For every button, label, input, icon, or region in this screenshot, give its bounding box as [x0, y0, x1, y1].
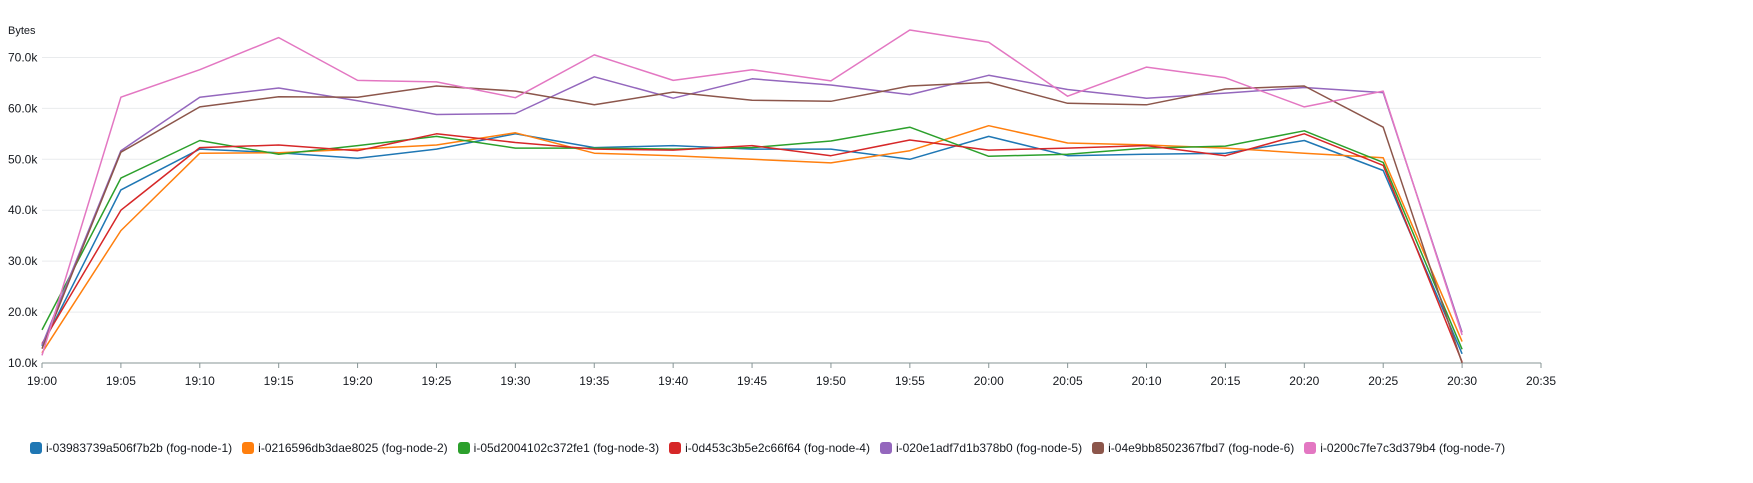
x-tick-label: 19:45 [737, 374, 767, 388]
series-line-6[interactable] [41, 81, 1463, 364]
y-tick-label: 10.0k [8, 356, 38, 370]
legend-swatch [242, 442, 255, 454]
x-tick-label: 19:25 [421, 374, 451, 388]
x-tick-label: 20:05 [1053, 374, 1083, 388]
y-axis-title: Bytes [8, 25, 36, 37]
legend-item-1[interactable]: i-03983739a506f7b2b (fog-node-1) [30, 441, 232, 455]
series-line-5[interactable] [41, 74, 1463, 346]
y-tick-label: 20.0k [8, 305, 38, 319]
legend-swatch [669, 442, 682, 454]
x-tick-label: 19:50 [816, 374, 846, 388]
x-tick-label: 20:10 [1132, 374, 1162, 388]
legend: i-03983739a506f7b2b (fog-node-1) i-021659… [30, 441, 1515, 455]
legend-swatch [879, 442, 892, 454]
x-tick-label: 19:10 [185, 374, 215, 388]
legend-item-5[interactable]: i-020e1adf7d1b378b0 (fog-node-5) [879, 441, 1083, 455]
legend-item-3[interactable]: i-05d2004102c372fe1 (fog-node-3) [457, 441, 660, 455]
x-tick-label: 19:40 [658, 374, 688, 388]
legend-label: i-020e1adf7d1b378b0 (fog-node-5) [895, 441, 1083, 455]
legend-swatch [457, 442, 470, 454]
series-line-7[interactable] [41, 29, 1463, 356]
legend-label: i-03983739a506f7b2b (fog-node-1) [46, 441, 233, 455]
legend-item-4[interactable]: i-0d453c3b5e2c66f64 (fog-node-4) [669, 441, 870, 455]
x-tick-label: 19:20 [343, 374, 373, 388]
legend-label: i-0200c7fe7c3d379b4 (fog-node-7) [1320, 441, 1506, 455]
series-line-2[interactable] [41, 124, 1463, 354]
line-chart-svg: Bytes 10.0k 20.0k 30.0k 40.0k 50.0k 60.0k 70.0k… [8, 25, 1556, 388]
y-tick-label: 50.0k [8, 152, 38, 166]
series-line-3[interactable] [41, 126, 1463, 350]
legend-label: i-05d2004102c372fe1 (fog-node-3) [473, 441, 660, 455]
x-tick-label: 20:25 [1368, 374, 1398, 388]
x-tick-label: 20:20 [1289, 374, 1319, 388]
x-tick-label: 19:55 [895, 374, 925, 388]
x-tick-label: 19:30 [500, 374, 530, 388]
x-tick-label: 19:35 [579, 374, 609, 388]
series-line-1[interactable] [41, 133, 1463, 355]
x-tick-label: 20:15 [1210, 374, 1240, 388]
y-tick-label: 30.0k [8, 254, 38, 268]
y-tick-label: 40.0k [8, 203, 38, 217]
legend-label: i-0216596db3dae8025 (fog-node-2) [258, 441, 448, 455]
legend-item-6[interactable]: i-04e9bb8502367fbd7 (fog-node-6) [1092, 441, 1294, 455]
legend-item-7[interactable]: i-0200c7fe7c3d379b4 (fog-node-7) [1304, 441, 1505, 455]
x-tick-label: 19:05 [106, 374, 136, 388]
x-tick-label: 20:30 [1447, 374, 1477, 388]
y-tick-label: 70.0k [8, 50, 38, 64]
legend-label: i-04e9bb8502367fbd7 (fog-node-6) [1108, 441, 1295, 455]
legend-item-2[interactable]: i-0216596db3dae8025 (fog-node-2) [242, 441, 448, 455]
legend-swatch [30, 442, 42, 454]
legend-swatch [1304, 442, 1317, 454]
legend-swatch [1092, 442, 1105, 454]
y-tick-label: 60.0k [8, 101, 38, 115]
x-tick-label: 20:00 [974, 374, 1004, 388]
x-tick-label: 20:35 [1526, 374, 1556, 388]
x-tick-label: 19:15 [264, 374, 294, 388]
series-line-4[interactable] [41, 133, 1463, 363]
x-tick-label: 19:00 [27, 374, 57, 388]
legend-label: i-0d453c3b5e2c66f64 (fog-node-4) [685, 441, 870, 455]
